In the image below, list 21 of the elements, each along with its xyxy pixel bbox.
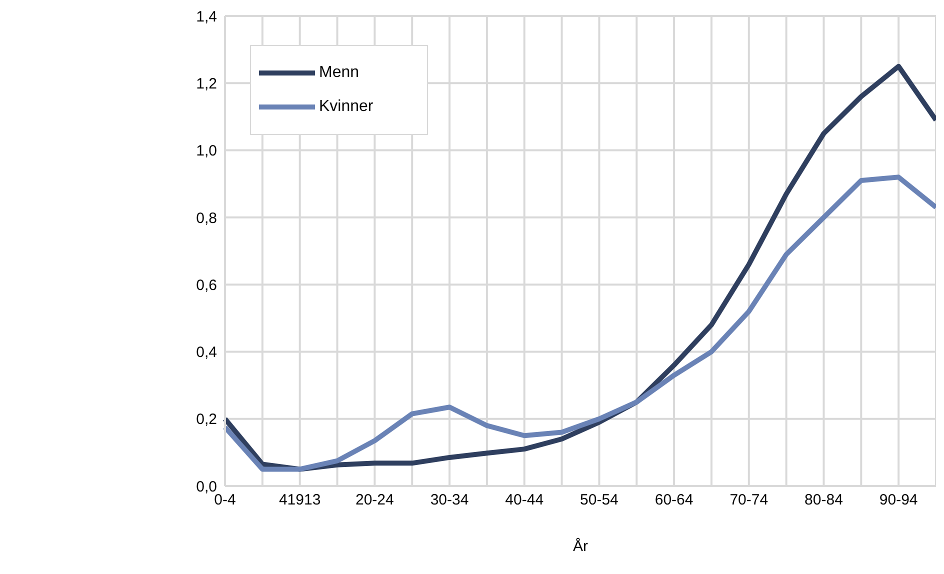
x-tick-label: 70-74 [730, 492, 768, 509]
x-axis-title: År [573, 537, 588, 555]
x-tick-label: 90-94 [879, 492, 918, 509]
x-tick-label: 20-24 [355, 492, 394, 509]
y-tick-label: 0,4 [196, 344, 217, 362]
y-tick-label: 1,0 [196, 142, 217, 160]
y-tick-label: 0,8 [196, 210, 217, 227]
x-tick-label: 60-64 [654, 492, 694, 509]
x-tick-label: 0-4 [214, 492, 236, 509]
y-tick-label: 0,2 [196, 411, 217, 428]
x-tick-label: 41913 [278, 492, 321, 509]
x-tick-label: 80-84 [804, 492, 843, 509]
x-tick-label: 30-34 [430, 492, 469, 509]
x-tick-label: 40-44 [505, 492, 544, 509]
legend-label: Kvinner [319, 98, 374, 116]
x-tick-label: 50-54 [580, 492, 618, 509]
y-tick-label: 0,6 [196, 276, 217, 294]
legend-label: Menn [319, 64, 360, 82]
y-tick-label: 1,2 [196, 75, 217, 92]
y-tick-label: 1,4 [196, 8, 217, 26]
y-tick-label: 0,0 [196, 478, 217, 496]
